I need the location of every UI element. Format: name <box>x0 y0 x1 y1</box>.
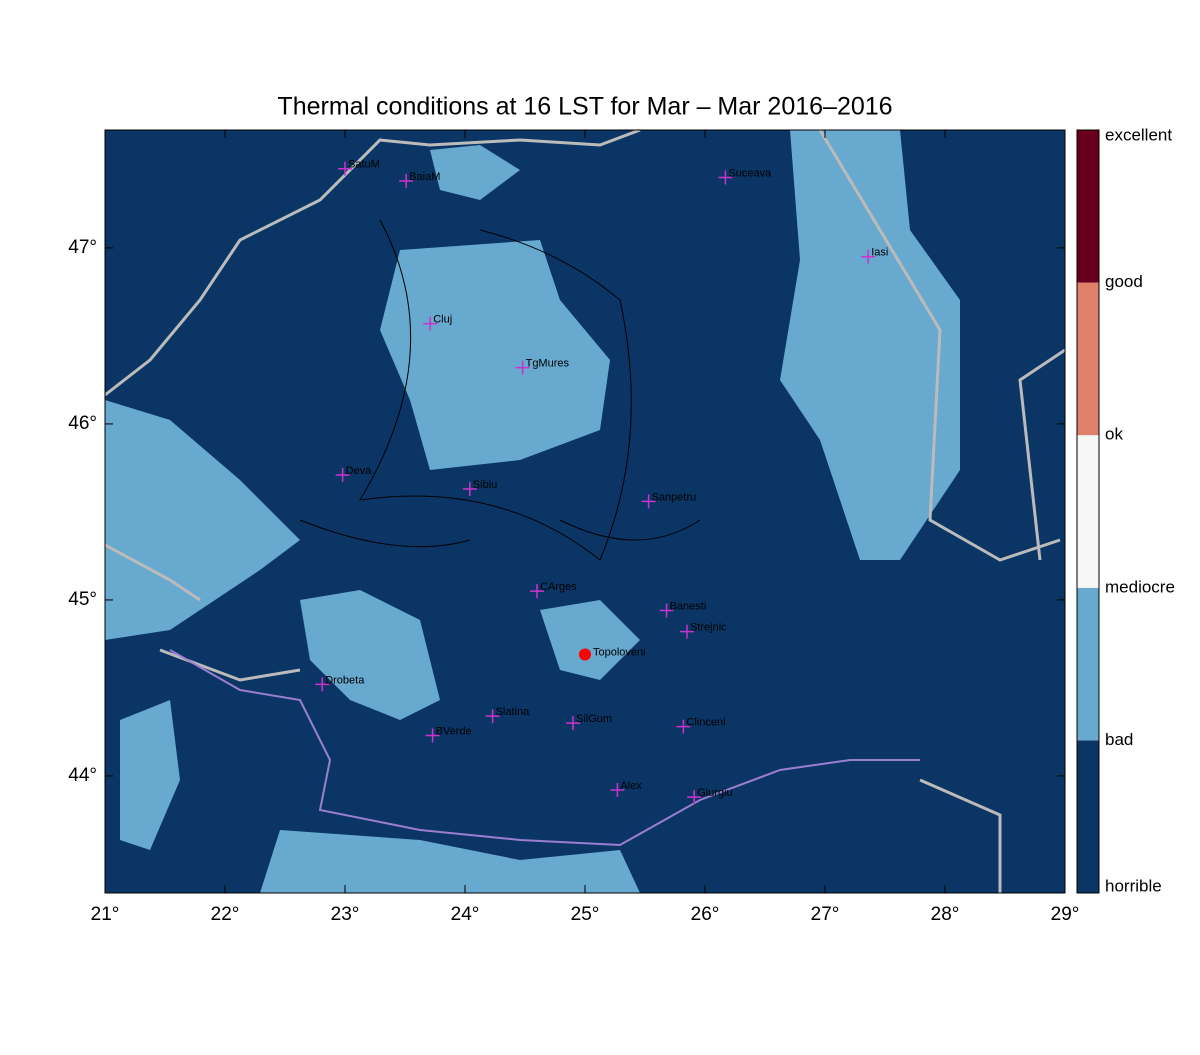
region <box>300 590 440 720</box>
city-label: SatuM <box>348 159 380 171</box>
city-marker <box>515 360 530 375</box>
city-marker <box>315 677 330 692</box>
city-marker <box>462 482 477 497</box>
colorbar-segment <box>1077 282 1099 436</box>
colorbar-label: horrible <box>1105 876 1162 895</box>
city-label: TgMures <box>526 358 570 370</box>
city-marker <box>659 603 674 618</box>
city-marker <box>423 316 438 331</box>
border <box>104 128 1066 893</box>
city-marker <box>425 728 440 743</box>
map-area <box>104 128 1066 894</box>
x-tick-label: 22° <box>211 904 240 925</box>
x-tick-label: 25° <box>571 904 600 925</box>
city-label: SilGum <box>576 713 612 725</box>
colorbar: horrible bad mediocre ok good excellent <box>1076 125 1175 895</box>
colorbar-segment <box>1077 435 1099 588</box>
city-marker <box>861 249 876 264</box>
colorbar-segment <box>1077 740 1099 893</box>
colorbar-label: ok <box>1105 425 1123 444</box>
map-title: Thermal conditions at 16 LST for Mar – M… <box>277 93 892 121</box>
city-label: Drobeta <box>325 674 365 686</box>
city-marker <box>687 790 702 805</box>
city-marker <box>566 716 580 731</box>
x-tick-label: 27° <box>811 904 840 925</box>
colorbar-frame <box>1076 129 1100 894</box>
city-label: Alex <box>620 780 642 792</box>
river <box>169 649 920 847</box>
colorbar-label: mediocre <box>1105 577 1175 596</box>
city-marker <box>399 174 414 189</box>
city-label: Strejnic <box>690 622 727 634</box>
region <box>430 145 520 200</box>
site-label: Topoloveni <box>593 646 646 658</box>
colorbar-segment <box>1077 587 1099 741</box>
x-tick-label: 26° <box>691 904 720 925</box>
city-marker <box>338 161 352 176</box>
city-label: Suceava <box>728 167 772 179</box>
city-marker <box>485 709 500 724</box>
x-tick-label: 24° <box>451 904 480 925</box>
colorbar-label: bad <box>1105 730 1133 749</box>
city-label: Giurgiu <box>697 787 732 799</box>
y-tick-label: 47° <box>68 237 97 258</box>
region <box>380 240 610 470</box>
city-marker <box>610 783 625 798</box>
city-marker <box>641 494 656 509</box>
region <box>105 400 300 640</box>
city-marker <box>530 584 544 599</box>
city-marker <box>680 624 694 639</box>
region <box>260 830 640 893</box>
city-marker <box>718 170 733 185</box>
city-label: Cluj <box>433 314 452 326</box>
region <box>780 130 960 560</box>
x-tick-label: 28° <box>931 904 960 925</box>
colorbar-label: excellent <box>1105 125 1172 144</box>
region <box>120 700 180 850</box>
site-marker <box>579 648 591 661</box>
contour <box>299 219 701 561</box>
city-label: Sanpetru <box>652 491 697 503</box>
region <box>540 600 640 680</box>
city-label: Banesti <box>670 600 707 612</box>
city-label: BaiaM <box>409 171 440 183</box>
y-tick-label: 45° <box>68 589 97 610</box>
city-label: Clinceni <box>686 717 725 729</box>
city-label: Slatina <box>496 706 531 718</box>
city-label: Iasi <box>871 247 888 259</box>
y-tick-label: 46° <box>68 413 97 434</box>
x-tick-label: 23° <box>331 904 360 925</box>
colorbar-segment <box>1077 130 1099 283</box>
colorbar-label: good <box>1105 272 1143 291</box>
y-tick-label: 44° <box>68 765 97 786</box>
city-label: Deva <box>346 465 373 477</box>
city-label: BVerde <box>436 725 472 737</box>
x-tick-label: 29° <box>1051 904 1080 925</box>
x-tick-label: 21° <box>91 904 120 925</box>
city-label: Sibiu <box>473 479 497 491</box>
city-marker <box>335 467 350 482</box>
city-label: CArges <box>540 581 577 593</box>
city-marker <box>676 719 691 734</box>
